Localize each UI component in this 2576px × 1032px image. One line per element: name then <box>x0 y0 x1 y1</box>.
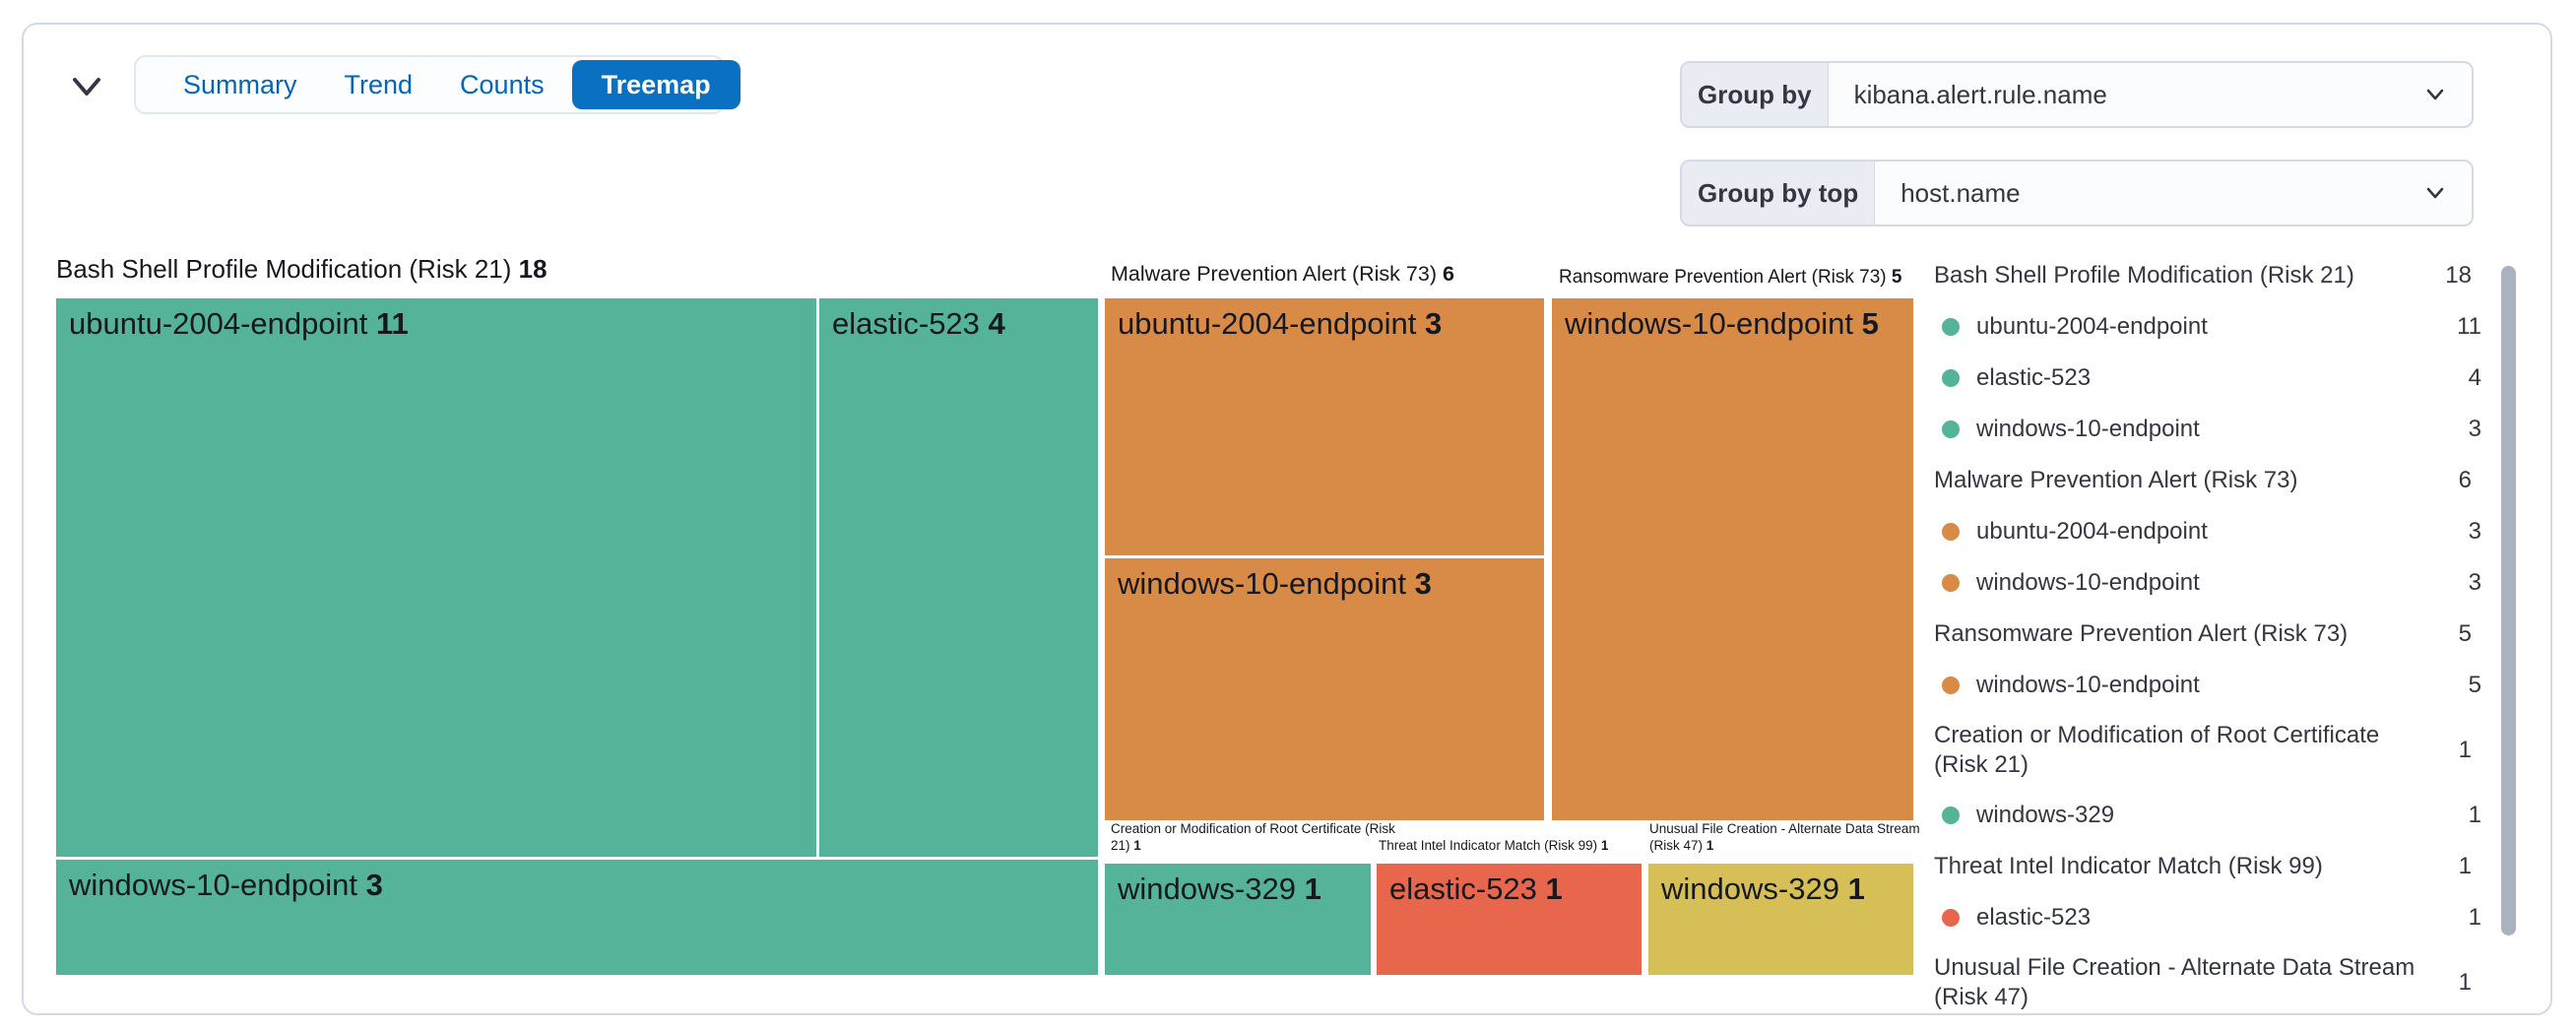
legend-item-row[interactable]: windows-10-endpoint 3 <box>1934 414 2481 445</box>
group-by-label: Group by <box>1682 63 1829 126</box>
legend-group-row[interactable]: Malware Prevention Alert (Risk 73) 6 <box>1934 467 2472 493</box>
legend-item-row[interactable]: windows-329 1 <box>1934 800 2481 831</box>
legend-item-row[interactable]: ubuntu-2004-endpoint 3 <box>1934 516 2481 548</box>
group-by-top-value: host.name <box>1900 177 2021 208</box>
legend-dot-icon <box>1942 909 1960 927</box>
chevron-down-icon <box>2422 161 2472 225</box>
legend-item-row[interactable]: elastic-523 4 <box>1934 362 2481 394</box>
legend-group-row[interactable]: Creation or Modification of Root Certifi… <box>1934 722 2472 778</box>
treemap-cell[interactable]: ubuntu-2004-endpoint 11 <box>56 298 816 857</box>
treemap-cell[interactable]: windows-10-endpoint 3 <box>1105 558 1544 820</box>
legend-dot-icon <box>1942 806 1960 824</box>
treemap-cell[interactable]: windows-10-endpoint 3 <box>56 860 1098 975</box>
view-selector-button-group: Summary Trend Counts Treemap <box>134 55 741 114</box>
treemap-cell[interactable]: windows-329 1 <box>1648 864 1913 975</box>
legend-group-row[interactable]: Unusual File Creation - Alternate Data S… <box>1934 954 2472 1010</box>
legend-item-row[interactable]: windows-10-endpoint 3 <box>1934 567 2481 599</box>
legend-group-row[interactable]: Threat Intel Indicator Match (Risk 99) 1 <box>1934 853 2472 879</box>
treemap-legend: Bash Shell Profile Modification (Risk 21… <box>1934 260 2481 1014</box>
treemap-cell[interactable]: ubuntu-2004-endpoint 3 <box>1105 298 1544 555</box>
legend-item-row[interactable]: windows-10-endpoint 5 <box>1934 670 2481 701</box>
legend-item-row[interactable]: elastic-523 1 <box>1934 902 2481 934</box>
legend-group-row[interactable]: Bash Shell Profile Modification (Risk 21… <box>1934 262 2472 289</box>
treemap-group-title: Malware Prevention Alert (Risk 73) 6 <box>1111 262 1454 286</box>
group-by-top-select[interactable]: Group by top host.name <box>1680 160 2474 226</box>
tab-summary[interactable]: Summary <box>183 69 297 99</box>
legend-group-row[interactable]: Ransomware Prevention Alert (Risk 73) 5 <box>1934 620 2472 647</box>
tab-counts[interactable]: Counts <box>460 69 545 99</box>
legend-dot-icon <box>1942 574 1960 592</box>
chevron-down-icon <box>69 72 104 101</box>
group-by-top-label: Group by top <box>1682 161 1876 225</box>
chevron-down-icon <box>2422 63 2472 126</box>
tab-treemap[interactable]: Treemap <box>571 60 741 109</box>
legend-dot-icon <box>1942 677 1960 694</box>
legend-dot-icon <box>1942 318 1960 336</box>
group-by-select[interactable]: Group by kibana.alert.rule.name <box>1680 61 2474 128</box>
treemap-group-title: Unusual File Creation - Alternate Data S… <box>1649 821 1920 853</box>
legend-scrollbar-thumb[interactable] <box>2501 266 2516 935</box>
treemap-cell[interactable]: windows-10-endpoint 5 <box>1552 298 1913 820</box>
legend-dot-icon <box>1942 420 1960 438</box>
treemap-cell[interactable]: elastic-523 4 <box>819 298 1098 857</box>
treemap-cell[interactable]: windows-329 1 <box>1105 864 1371 975</box>
legend-dot-icon <box>1942 523 1960 541</box>
group-by-value: kibana.alert.rule.name <box>1853 79 2107 109</box>
treemap-group-title: Ransomware Prevention Alert (Risk 73) 5 <box>1559 267 1902 288</box>
legend-item-row[interactable]: ubuntu-2004-endpoint 11 <box>1934 311 2481 343</box>
treemap-group-title: Threat Intel Indicator Match (Risk 99) 1 <box>1379 838 1609 853</box>
treemap-group-title: Bash Shell Profile Modification (Risk 21… <box>56 254 547 284</box>
legend-dot-icon <box>1942 369 1960 387</box>
treemap-group-title: Creation or Modification of Root Certifi… <box>1111 821 1395 853</box>
tab-trend[interactable]: Trend <box>344 69 414 99</box>
treemap-cell[interactable]: elastic-523 1 <box>1377 864 1642 975</box>
collapse-panel-button[interactable] <box>59 59 114 114</box>
